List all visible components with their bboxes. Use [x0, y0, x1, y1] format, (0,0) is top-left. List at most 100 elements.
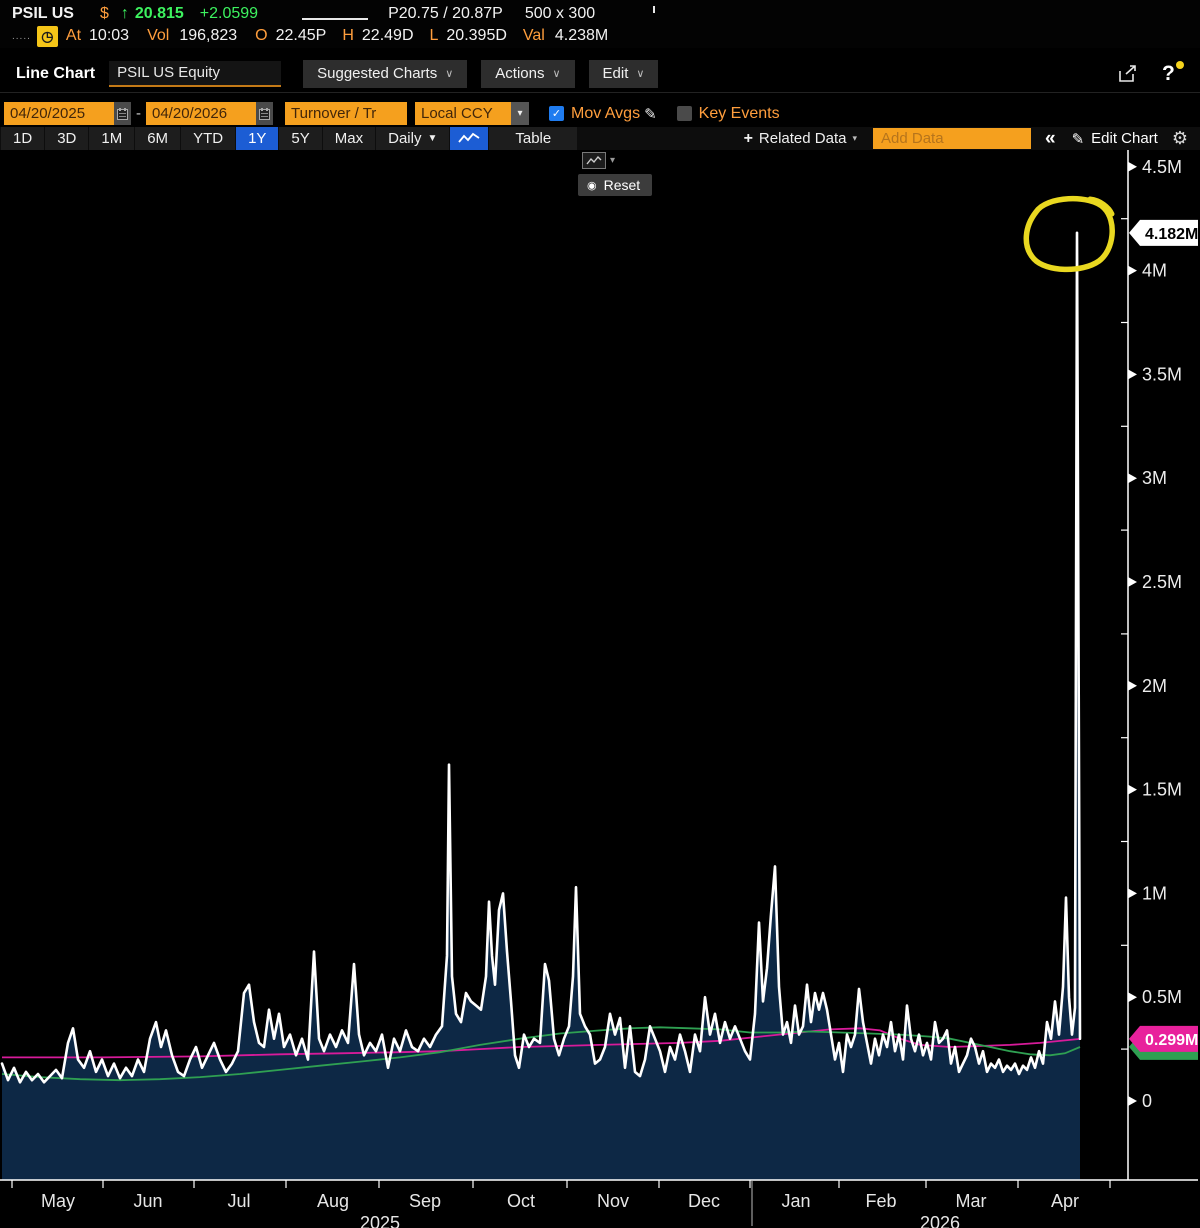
currency-selector[interactable]: Local CCY	[415, 102, 511, 125]
turnover-chart[interactable]: 0 0.5M 1M 1.5M 2M 2.5M 3M 3.5M 4M 4.5M May Jun Jul Au…	[0, 150, 1200, 1228]
svg-text:Jul: Jul	[227, 1191, 250, 1211]
study-field-selector[interactable]: Turnover / Tr	[285, 102, 407, 125]
period-6m[interactable]: 6M	[135, 127, 180, 150]
reset-zoom-button[interactable]: ◉ Reset	[578, 174, 652, 196]
svg-text:1.5M: 1.5M	[1142, 780, 1182, 800]
val-label: Val	[523, 27, 545, 45]
svg-text:2.5M: 2.5M	[1142, 572, 1182, 592]
chevron-down-icon: ∨	[552, 67, 560, 80]
chart-tool-mini-button[interactable]: ▾	[582, 152, 615, 169]
volume: 196,823	[179, 27, 237, 45]
mov-avgs-checkbox[interactable]: ✓	[549, 106, 564, 121]
frequency-dropdown[interactable]: Daily▼	[376, 127, 449, 150]
svg-text:Feb: Feb	[865, 1191, 896, 1211]
svg-text:Jan: Jan	[781, 1191, 810, 1211]
date-range-dash: -	[136, 105, 141, 122]
mini-sparkline	[302, 18, 368, 20]
low-label: L	[430, 27, 439, 45]
open-price: 22.45P	[276, 27, 327, 45]
bid-ask: P20.75 / 20.87P	[388, 5, 503, 23]
traded-value: 4.238M	[555, 27, 608, 45]
svg-text:4M: 4M	[1142, 261, 1167, 281]
caret-down-icon: ▾	[852, 133, 857, 144]
caret-down-icon: ▾	[610, 155, 615, 166]
security-input[interactable]	[109, 61, 281, 87]
svg-text:1M: 1M	[1142, 883, 1167, 903]
chart-options-row: 04/20/2025 - 04/20/2026 Turnover / Tr Lo…	[0, 100, 1200, 127]
dots-indicator: .....	[12, 31, 31, 42]
chart-toolbar: Line Chart Suggested Charts ∨ Actions ∨ …	[0, 55, 1200, 93]
start-date-field[interactable]: 04/20/2025	[4, 102, 114, 125]
reset-icon: ◉	[587, 179, 597, 192]
svg-text:Aug: Aug	[317, 1191, 349, 1211]
svg-text:2026: 2026	[920, 1213, 960, 1228]
export-icon[interactable]	[1118, 65, 1138, 83]
period-1d[interactable]: 1D	[1, 127, 44, 150]
plus-icon: +	[744, 130, 753, 148]
calendar-icon[interactable]	[256, 102, 273, 125]
period-max[interactable]: Max	[323, 127, 375, 150]
edit-button[interactable]: Edit ∨	[589, 60, 659, 88]
low-price: 20.395D	[446, 27, 507, 45]
pencil-icon: ✎	[1072, 130, 1085, 148]
settings-gear-icon[interactable]: ⚙	[1166, 127, 1200, 150]
last-price: 20.815	[135, 5, 184, 23]
key-events-label: Key Events	[699, 105, 780, 123]
quote-line: PSIL US $ ↑ 20.815 +2.0599 P20.75 / 20.8…	[12, 4, 595, 24]
page-title: Line Chart	[16, 65, 95, 83]
high-label: H	[342, 27, 354, 45]
suggested-charts-button[interactable]: Suggested Charts ∨	[303, 60, 467, 88]
period-1y-selected[interactable]: 1Y	[236, 127, 278, 150]
svg-text:Dec: Dec	[688, 1191, 720, 1211]
svg-text:3M: 3M	[1142, 468, 1167, 488]
chart-type-line-icon[interactable]	[450, 127, 488, 150]
line-chart-mini-icon	[582, 152, 606, 169]
status-bar: PSIL US $ ↑ 20.815 +2.0599 P20.75 / 20.8…	[0, 0, 1200, 48]
key-events-checkbox[interactable]	[677, 106, 692, 121]
currency-symbol: $	[100, 5, 109, 23]
help-icon[interactable]: ?	[1162, 62, 1182, 86]
actions-button[interactable]: Actions ∨	[481, 60, 574, 88]
trade-line: ..... ◷ At 10:03 Vol 196,823 O 22.45P H …	[12, 26, 608, 46]
svg-text:2M: 2M	[1142, 676, 1167, 696]
svg-text:0.5M: 0.5M	[1142, 987, 1182, 1007]
edit-mov-avgs-icon[interactable]: ✎	[644, 105, 657, 123]
period-row: 1D 3D 1M 6M YTD 1Y 5Y Max Daily▼ Table +…	[0, 127, 1200, 150]
related-data-button[interactable]: + Related Data ▾	[734, 127, 867, 150]
price-change: +2.0599	[200, 5, 258, 23]
ticker: PSIL US	[12, 5, 74, 23]
chart-region: 0 0.5M 1M 1.5M 2M 2.5M 3M 3.5M 4M 4.5M May Jun Jul Au…	[0, 150, 1200, 1228]
vol-label: Vol	[147, 27, 169, 45]
period-1m[interactable]: 1M	[89, 127, 134, 150]
svg-text:May: May	[41, 1191, 75, 1211]
table-button[interactable]: Table	[489, 127, 577, 150]
up-arrow-icon: ↑	[121, 5, 129, 23]
svg-text:0: 0	[1142, 1091, 1152, 1111]
open-label: O	[255, 27, 267, 45]
svg-text:0.299M: 0.299M	[1145, 1032, 1198, 1049]
trade-time: 10:03	[89, 27, 129, 45]
collapse-panel-icon[interactable]: «	[1037, 127, 1064, 150]
delayed-clock-icon: ◷	[37, 26, 58, 47]
svg-text:Apr: Apr	[1051, 1191, 1079, 1211]
period-3d[interactable]: 3D	[45, 127, 88, 150]
edit-chart-button[interactable]: ✎ Edit Chart	[1064, 127, 1166, 150]
svg-text:Oct: Oct	[507, 1191, 535, 1211]
add-data-input[interactable]	[873, 128, 1031, 149]
svg-text:2025: 2025	[360, 1213, 400, 1228]
mov-avgs-label: Mov Avgs	[571, 105, 640, 123]
spike-annotation-circle	[1026, 199, 1112, 270]
chevron-down-icon: ∨	[636, 67, 644, 80]
svg-text:Jun: Jun	[133, 1191, 162, 1211]
currency-dropdown-icon[interactable]: ▾	[511, 102, 529, 125]
end-date-field[interactable]: 04/20/2026	[146, 102, 256, 125]
svg-text:Mar: Mar	[956, 1191, 987, 1211]
svg-text:3.5M: 3.5M	[1142, 364, 1182, 384]
svg-text:4.182M: 4.182M	[1145, 226, 1198, 243]
period-5y[interactable]: 5Y	[279, 127, 321, 150]
svg-text:4.5M: 4.5M	[1142, 157, 1182, 177]
svg-text:Nov: Nov	[597, 1191, 629, 1211]
lot-size: 500 x 300	[525, 5, 595, 23]
calendar-icon[interactable]	[114, 102, 131, 125]
period-ytd[interactable]: YTD	[181, 127, 235, 150]
